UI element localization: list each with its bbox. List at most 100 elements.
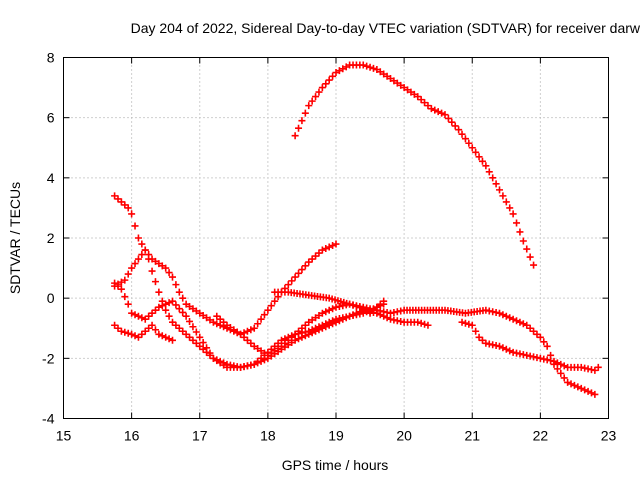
data-point [322, 308, 330, 316]
data-point [506, 347, 514, 355]
data-point [220, 359, 228, 367]
data-point [308, 329, 316, 337]
data-point [339, 315, 347, 323]
x-tick-label: 20 [396, 428, 412, 444]
data-point [301, 332, 309, 340]
data-point [124, 300, 132, 308]
series-track-8 [458, 318, 602, 374]
series-layer [111, 61, 602, 398]
data-point [312, 327, 320, 335]
data-point [468, 144, 476, 152]
data-point [587, 389, 595, 397]
data-point [496, 186, 503, 194]
data-point [257, 315, 265, 323]
data-point [134, 255, 142, 263]
data-point [291, 132, 299, 140]
data-point [513, 219, 521, 227]
data-point [506, 204, 514, 212]
data-point [438, 109, 446, 117]
data-point [519, 320, 527, 328]
data-point [295, 269, 303, 277]
data-point [165, 312, 173, 320]
data-point [325, 243, 333, 251]
data-point [179, 308, 187, 316]
x-axis-label: GPS time / hours [282, 457, 389, 473]
x-tick-label: 22 [533, 428, 549, 444]
data-point [329, 242, 337, 250]
data-point [172, 301, 180, 309]
data-point [335, 317, 343, 325]
data-point [128, 330, 136, 338]
data-point [247, 326, 255, 334]
data-point [158, 332, 166, 340]
data-point [359, 61, 367, 69]
data-point [117, 327, 125, 335]
data-point [305, 102, 313, 110]
data-point [455, 126, 463, 134]
data-point [124, 204, 132, 212]
data-point [502, 198, 510, 206]
data-point [325, 76, 333, 84]
data-point [325, 306, 333, 314]
data-point [124, 329, 132, 337]
data-point [499, 192, 507, 200]
data-point [298, 333, 306, 341]
data-point [513, 317, 521, 325]
data-point [509, 315, 517, 323]
data-point [186, 317, 194, 325]
data-point [441, 111, 449, 119]
data-point [325, 321, 333, 329]
data-point [431, 106, 439, 114]
y-tick-label: -4 [42, 411, 55, 427]
data-point [424, 321, 432, 329]
data-point [496, 309, 503, 317]
data-point [209, 354, 217, 362]
data-point [475, 153, 483, 161]
data-point [564, 378, 572, 386]
data-point [380, 300, 388, 308]
y-tick-label: 6 [47, 110, 55, 126]
series-track-1 [291, 61, 538, 269]
data-point [243, 327, 251, 335]
data-point [465, 320, 473, 328]
data-point [560, 362, 568, 370]
x-tick-label: 15 [56, 428, 72, 444]
data-point [444, 114, 452, 122]
data-point [182, 312, 190, 320]
data-point [131, 222, 139, 230]
data-point [155, 303, 163, 311]
data-point [209, 318, 217, 326]
y-tick-label: 4 [47, 170, 55, 186]
data-point [172, 281, 180, 289]
x-tick-label: 21 [464, 428, 480, 444]
data-point [485, 168, 493, 176]
data-point [329, 72, 337, 80]
data-point [482, 162, 490, 170]
data-point [295, 124, 303, 132]
chart-title: Day 204 of 2022, Sidereal Day-to-day VTE… [131, 20, 640, 36]
data-point [492, 180, 500, 188]
data-point [506, 314, 514, 322]
data-point [550, 357, 558, 365]
data-point [594, 363, 602, 371]
data-point [318, 309, 326, 317]
data-point [162, 333, 170, 341]
data-point [128, 264, 136, 272]
data-point [175, 288, 183, 296]
data-point [461, 135, 469, 143]
data-point [553, 365, 561, 373]
data-point [213, 320, 221, 328]
data-point [516, 228, 524, 236]
data-point [131, 311, 139, 319]
y-tick-label: 0 [47, 290, 55, 306]
data-point [366, 63, 374, 71]
data-point [523, 245, 531, 253]
data-point [461, 319, 469, 327]
data-point [570, 381, 578, 389]
data-point [342, 314, 350, 322]
data-point [169, 273, 176, 281]
data-point [250, 360, 258, 368]
data-point [502, 345, 510, 353]
data-point [216, 357, 224, 365]
data-point [298, 266, 306, 274]
